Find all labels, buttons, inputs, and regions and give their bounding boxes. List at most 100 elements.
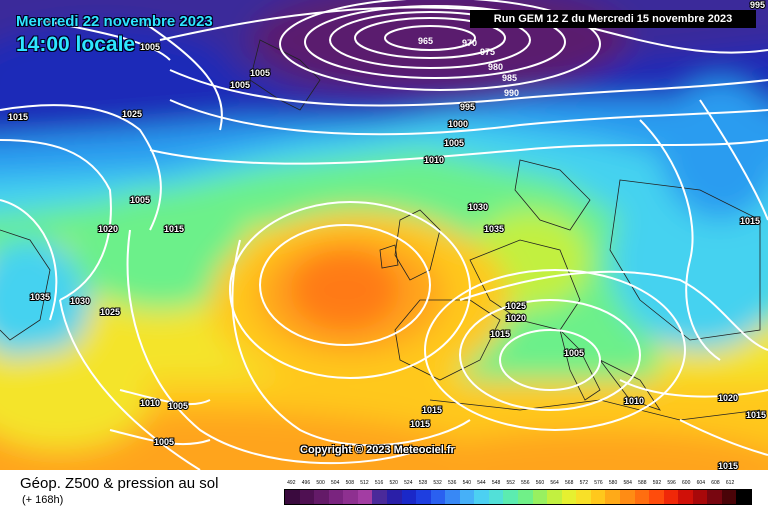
isobar-label: 975 [480, 47, 495, 57]
color-scale-swatch [721, 490, 737, 504]
isobar-label: 1030 [468, 202, 488, 212]
color-scale-tick-label: 612 [725, 480, 735, 486]
color-scale-swatch [547, 490, 562, 504]
isobar-label: 1010 [140, 398, 160, 408]
color-scale-swatch [707, 490, 722, 504]
color-scale-tick-label: 592 [652, 480, 662, 486]
color-scale-tick-label: 572 [579, 480, 588, 486]
isobar-label: 1035 [30, 292, 50, 302]
color-scale-tick-label: 520 [389, 480, 398, 486]
color-scale-tick-label: 540 [462, 480, 471, 486]
color-scale-tick-label: 604 [696, 480, 705, 486]
isobar-label: 995 [750, 0, 765, 10]
isobar-label: 1015 [8, 112, 28, 122]
isobar-label: 1005 [140, 42, 160, 52]
color-scale-swatch [430, 490, 446, 504]
isobar-label: 1020 [718, 393, 738, 403]
isobar-label: 1010 [624, 396, 644, 406]
isobar-label: 1020 [98, 224, 118, 234]
color-scale-swatch [532, 490, 548, 504]
isobar-label: 1010 [424, 155, 444, 165]
isobar-label: 1030 [70, 296, 90, 306]
color-scale-swatch [736, 490, 751, 504]
color-scale-tick-label: 560 [535, 480, 545, 486]
color-scale-tick-label: 496 [301, 480, 311, 486]
isobar-label: 1025 [506, 301, 526, 311]
isobar-label: 980 [488, 62, 503, 72]
isobar-label: 995 [460, 102, 475, 112]
color-scale-swatch [401, 490, 417, 504]
color-scale-swatch [561, 490, 577, 504]
isobar-label: 965 [418, 36, 433, 46]
color-scale-swatch [372, 490, 387, 504]
color-scale-tick-label: 508 [345, 480, 354, 486]
color-scale-tick-label: 504 [331, 480, 340, 486]
isobar-label: 1020 [506, 313, 526, 323]
isobar-label: 1000 [448, 119, 468, 129]
color-scale-tick-label: 552 [506, 480, 515, 486]
color-scale-swatch [619, 490, 635, 504]
isobar-label: 1015 [746, 410, 766, 420]
isobar-label: 1005 [130, 195, 150, 205]
color-scale-swatch [416, 490, 431, 504]
isobar-label: 1005 [250, 68, 270, 78]
color-scale-swatch [692, 490, 708, 504]
color-scale-swatch [488, 490, 504, 504]
color-scale-swatch [605, 490, 620, 504]
color-scale-tick-label: 528 [418, 480, 428, 486]
color-scale-tick-label: 500 [316, 480, 325, 486]
isobar-label: 1015 [490, 329, 510, 339]
isobar-label: 1025 [100, 307, 120, 317]
color-scale-swatch [576, 490, 591, 504]
color-scale-swatch [285, 490, 300, 504]
color-scale-tick-label: 524 [404, 480, 413, 486]
color-scale-swatch [634, 490, 650, 504]
color-scale-tick-label: 588 [638, 480, 647, 486]
color-scale-swatch [445, 490, 460, 504]
color-scale-tick-label: 608 [711, 480, 720, 486]
isobar-label: 1015 [164, 224, 184, 234]
legend-title: Géop. Z500 & pression au sol [20, 475, 219, 492]
color-scale-swatch [299, 490, 315, 504]
isobar-label: 1035 [484, 224, 504, 234]
isobar-label: 985 [502, 73, 517, 83]
color-scale-tick-label: 580 [608, 480, 618, 486]
color-scale-tick-label: 492 [287, 480, 296, 486]
isobar-label: 970 [462, 38, 477, 48]
color-scale-swatch [343, 490, 358, 504]
color-scale-tick-label: 548 [491, 480, 501, 486]
weather-map: 965 970 975 980 985 990 995 995 1000 100… [0, 0, 768, 470]
color-scale-swatch [357, 490, 373, 504]
color-scale-swatch [459, 490, 475, 504]
color-scale-swatch [649, 490, 664, 504]
isobar-label: 1015 [410, 419, 430, 429]
color-scale-swatch [663, 490, 679, 504]
isobar-label: 1005 [444, 138, 464, 148]
forecast-date: Mercredi 22 novembre 2023 [16, 13, 213, 30]
color-scale-swatch [503, 490, 518, 504]
color-scale-tick-label: 600 [682, 480, 691, 486]
color-scale-swatch [386, 490, 402, 504]
isobar-label: 1005 [154, 437, 174, 447]
isobar-label: 990 [504, 88, 519, 98]
color-scale-swatch [474, 490, 489, 504]
isobar-label: 1005 [230, 80, 250, 90]
color-scale-tick-label: 536 [448, 480, 457, 486]
color-scale-swatch [518, 490, 533, 504]
color-scale-tick-label: 532 [433, 480, 442, 486]
color-scale-tick-label: 584 [623, 480, 632, 486]
forecast-time: 14:00 locale [16, 33, 136, 56]
model-run-label: Run GEM 12 Z du Mercredi 15 novembre 202… [470, 10, 756, 28]
isobar-label: 1005 [168, 401, 188, 411]
geopotential-field [0, 0, 768, 470]
isobar-label: 1015 [740, 216, 760, 226]
isobar-lines [0, 0, 768, 470]
copyright-notice: Copyright © 2023 Meteociel.fr [300, 444, 455, 456]
isobar-label: 1015 [718, 461, 738, 470]
isobar-label: 1025 [122, 109, 142, 119]
color-scale-swatch [328, 490, 344, 504]
color-scale-labels: 492 496 500 504 508 512 516 520 524 528 532 536 540 5… [284, 479, 752, 487]
isobar-labels: 965 970 975 980 985 990 995 995 1000 100… [7, 0, 767, 470]
color-scale-swatch [314, 490, 329, 504]
color-scale-tick-label: 596 [667, 480, 676, 486]
